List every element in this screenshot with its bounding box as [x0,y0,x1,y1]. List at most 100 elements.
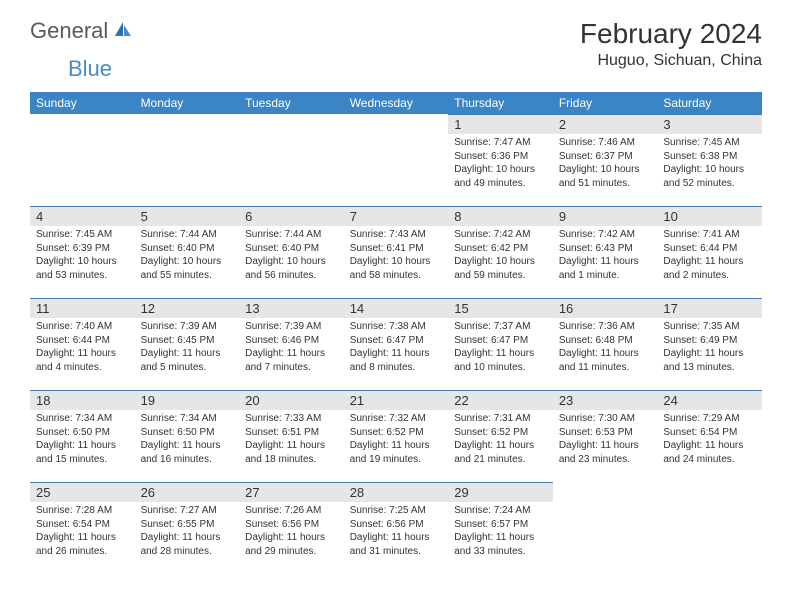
sunset-text: Sunset: 6:43 PM [559,242,652,256]
sunset-text: Sunset: 6:40 PM [245,242,338,256]
calendar-week-row: 1Sunrise: 7:47 AMSunset: 6:36 PMDaylight… [30,114,762,206]
weekday-header: Thursday [448,92,553,114]
sunset-text: Sunset: 6:38 PM [663,150,756,164]
sunset-text: Sunset: 6:45 PM [141,334,234,348]
sunrise-text: Sunrise: 7:28 AM [36,504,129,518]
sunrise-text: Sunrise: 7:40 AM [36,320,129,334]
day-number: 6 [239,207,344,226]
sunrise-text: Sunrise: 7:46 AM [559,136,652,150]
sunrise-text: Sunrise: 7:39 AM [141,320,234,334]
sunset-text: Sunset: 6:52 PM [350,426,443,440]
sunrise-text: Sunrise: 7:27 AM [141,504,234,518]
day-number: 9 [553,207,658,226]
sunset-text: Sunset: 6:50 PM [36,426,129,440]
calendar-cell: 8Sunrise: 7:42 AMSunset: 6:42 PMDaylight… [448,206,553,298]
daylight-text: Daylight: 11 hours and 24 minutes. [663,439,756,466]
day-number: 19 [135,391,240,410]
day-number: 29 [448,483,553,502]
daylight-text: Daylight: 11 hours and 7 minutes. [245,347,338,374]
weekday-header: Friday [553,92,658,114]
day-number: 25 [30,483,135,502]
calendar-week-row: 18Sunrise: 7:34 AMSunset: 6:50 PMDayligh… [30,390,762,482]
day-details: Sunrise: 7:41 AMSunset: 6:44 PMDaylight:… [657,226,762,288]
calendar-cell: 7Sunrise: 7:43 AMSunset: 6:41 PMDaylight… [344,206,449,298]
day-number-bar: 12 [135,298,240,318]
weekday-header: Sunday [30,92,135,114]
logo-text-1: General [30,18,108,44]
daylight-text: Daylight: 11 hours and 1 minute. [559,255,652,282]
sunrise-text: Sunrise: 7:43 AM [350,228,443,242]
day-details: Sunrise: 7:44 AMSunset: 6:40 PMDaylight:… [135,226,240,288]
day-details: Sunrise: 7:31 AMSunset: 6:52 PMDaylight:… [448,410,553,472]
sunrise-text: Sunrise: 7:42 AM [454,228,547,242]
day-number-bar: 5 [135,206,240,226]
daylight-text: Daylight: 11 hours and 33 minutes. [454,531,547,558]
sunrise-text: Sunrise: 7:45 AM [36,228,129,242]
day-details: Sunrise: 7:42 AMSunset: 6:42 PMDaylight:… [448,226,553,288]
day-number: 12 [135,299,240,318]
day-details: Sunrise: 7:37 AMSunset: 6:47 PMDaylight:… [448,318,553,380]
day-number-bar: 6 [239,206,344,226]
calendar-cell: 2Sunrise: 7:46 AMSunset: 6:37 PMDaylight… [553,114,658,206]
calendar-cell [239,114,344,206]
day-number: 10 [657,207,762,226]
day-details: Sunrise: 7:34 AMSunset: 6:50 PMDaylight:… [30,410,135,472]
sunset-text: Sunset: 6:52 PM [454,426,547,440]
daylight-text: Daylight: 10 hours and 53 minutes. [36,255,129,282]
day-number-bar: 29 [448,482,553,502]
calendar-cell [135,114,240,206]
daylight-text: Daylight: 11 hours and 19 minutes. [350,439,443,466]
day-details: Sunrise: 7:45 AMSunset: 6:39 PMDaylight:… [30,226,135,288]
daylight-text: Daylight: 11 hours and 5 minutes. [141,347,234,374]
sunrise-text: Sunrise: 7:34 AM [36,412,129,426]
calendar-cell: 24Sunrise: 7:29 AMSunset: 6:54 PMDayligh… [657,390,762,482]
sunrise-text: Sunrise: 7:41 AM [663,228,756,242]
daylight-text: Daylight: 10 hours and 51 minutes. [559,163,652,190]
day-number: 26 [135,483,240,502]
weekday-header: Wednesday [344,92,449,114]
day-number: 15 [448,299,553,318]
calendar-cell: 13Sunrise: 7:39 AMSunset: 6:46 PMDayligh… [239,298,344,390]
sunrise-text: Sunrise: 7:33 AM [245,412,338,426]
sunrise-text: Sunrise: 7:30 AM [559,412,652,426]
daylight-text: Daylight: 11 hours and 18 minutes. [245,439,338,466]
day-number: 13 [239,299,344,318]
sunset-text: Sunset: 6:39 PM [36,242,129,256]
calendar-cell: 16Sunrise: 7:36 AMSunset: 6:48 PMDayligh… [553,298,658,390]
day-number: 27 [239,483,344,502]
sunset-text: Sunset: 6:46 PM [245,334,338,348]
calendar-cell: 4Sunrise: 7:45 AMSunset: 6:39 PMDaylight… [30,206,135,298]
day-details: Sunrise: 7:30 AMSunset: 6:53 PMDaylight:… [553,410,658,472]
day-number-bar: 20 [239,390,344,410]
calendar-cell: 29Sunrise: 7:24 AMSunset: 6:57 PMDayligh… [448,482,553,574]
sunrise-text: Sunrise: 7:42 AM [559,228,652,242]
calendar-cell: 3Sunrise: 7:45 AMSunset: 6:38 PMDaylight… [657,114,762,206]
day-number: 2 [553,115,658,134]
day-number-bar: 14 [344,298,449,318]
sunrise-text: Sunrise: 7:24 AM [454,504,547,518]
sunrise-text: Sunrise: 7:31 AM [454,412,547,426]
day-number: 24 [657,391,762,410]
sunset-text: Sunset: 6:54 PM [36,518,129,532]
daylight-text: Daylight: 11 hours and 21 minutes. [454,439,547,466]
day-number: 8 [448,207,553,226]
day-details: Sunrise: 7:44 AMSunset: 6:40 PMDaylight:… [239,226,344,288]
sunset-text: Sunset: 6:44 PM [663,242,756,256]
daylight-text: Daylight: 11 hours and 31 minutes. [350,531,443,558]
day-details: Sunrise: 7:46 AMSunset: 6:37 PMDaylight:… [553,134,658,196]
daylight-text: Daylight: 11 hours and 23 minutes. [559,439,652,466]
day-number-bar: 16 [553,298,658,318]
calendar-cell: 14Sunrise: 7:38 AMSunset: 6:47 PMDayligh… [344,298,449,390]
day-number-bar: 23 [553,390,658,410]
day-details: Sunrise: 7:33 AMSunset: 6:51 PMDaylight:… [239,410,344,472]
daylight-text: Daylight: 11 hours and 10 minutes. [454,347,547,374]
day-details: Sunrise: 7:45 AMSunset: 6:38 PMDaylight:… [657,134,762,196]
calendar-page: General February 2024 Huguo, Sichuan, Ch… [0,0,792,592]
daylight-text: Daylight: 11 hours and 28 minutes. [141,531,234,558]
day-number-bar: 9 [553,206,658,226]
calendar-cell: 6Sunrise: 7:44 AMSunset: 6:40 PMDaylight… [239,206,344,298]
day-number-bar: 15 [448,298,553,318]
day-number-bar: 1 [448,114,553,134]
sunset-text: Sunset: 6:37 PM [559,150,652,164]
daylight-text: Daylight: 11 hours and 11 minutes. [559,347,652,374]
